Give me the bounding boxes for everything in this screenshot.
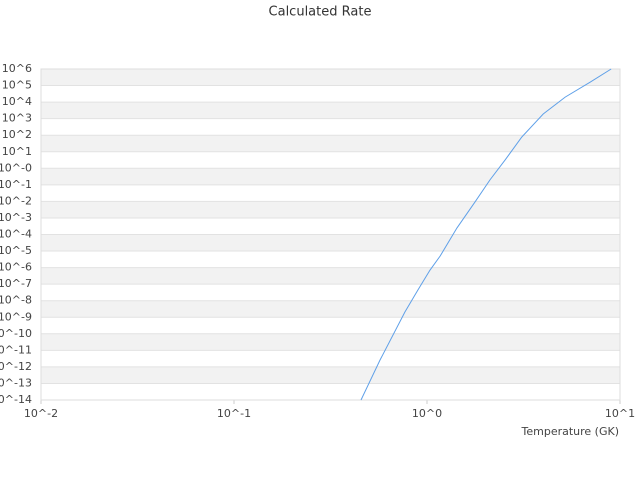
y-tick-label: 10^-9 [0, 310, 32, 323]
y-tick-label: 10^-2 [0, 194, 32, 207]
x-tick-label: 10^-1 [217, 407, 251, 420]
y-tick-label: 10^5 [2, 79, 32, 92]
grid-band [41, 168, 620, 185]
y-tick-label: 10^-5 [0, 244, 32, 257]
grid-band [41, 366, 620, 384]
y-tick-label: 10^1 [2, 145, 32, 158]
y-tick-label: 10^-13 [0, 376, 32, 389]
x-tick-label: 10^0 [412, 407, 442, 420]
grid-band [41, 300, 620, 318]
x-axis-label: Temperature (GK) [521, 425, 620, 438]
data-line [360, 68, 612, 401]
y-tick-label: 10^4 [2, 95, 32, 108]
y-tick-label: 10^6 [2, 62, 32, 75]
y-tick-label: 10^-1 [0, 178, 32, 191]
y-tick-label: 10^-7 [0, 277, 32, 290]
y-tick-label: 10^-11 [0, 343, 32, 356]
y-tick-label: 10^3 [2, 112, 32, 125]
y-tick-label: 10^-4 [0, 228, 32, 241]
y-tick-label: 10^2 [2, 128, 32, 141]
y-tick-label: 10^-6 [0, 261, 32, 274]
x-tick-label: 10^-2 [24, 407, 58, 420]
y-tick-label: 10^-3 [0, 211, 32, 224]
grid-band [41, 234, 620, 252]
grid-band [41, 69, 620, 86]
grid-band [41, 267, 620, 285]
grid-band [41, 201, 620, 218]
x-tick-label: 10^1 [605, 407, 635, 420]
y-tick-label: 10^-8 [0, 294, 32, 307]
y-tick-label: 10^-12 [0, 360, 32, 373]
grid-band [41, 333, 620, 351]
y-tick-label: 10^-14 [0, 393, 32, 406]
plot-frame [40, 68, 621, 401]
y-tick-label: 10^-10 [0, 327, 32, 340]
grid-band [41, 135, 620, 152]
chart-title: Calculated Rate [269, 5, 372, 20]
grid-band [41, 102, 620, 119]
y-tick-label: 10^-0 [0, 161, 32, 174]
